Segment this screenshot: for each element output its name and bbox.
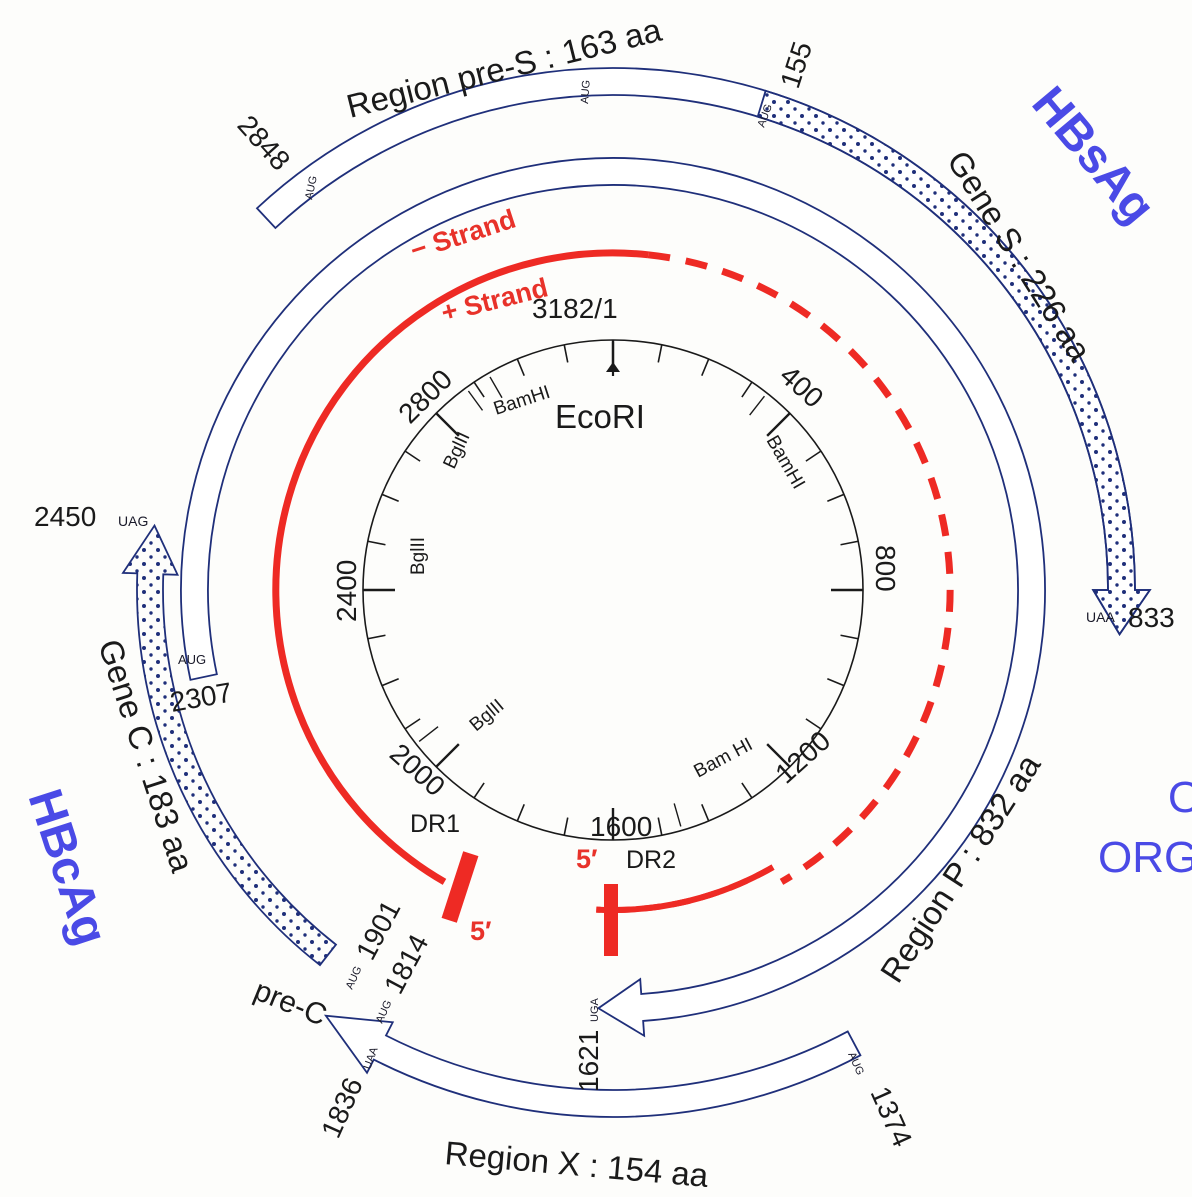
site-bglii-top: BglII xyxy=(439,429,474,472)
scale-tick-800: 800 xyxy=(870,545,901,592)
site-bamhi-top: BamHI xyxy=(491,382,553,420)
bamhi-marker-lower xyxy=(673,803,682,827)
scale-tick xyxy=(741,782,753,799)
gene-s-dotted xyxy=(756,89,1152,636)
scale-tick xyxy=(473,381,485,398)
scale-tick-2000: 2000 xyxy=(384,737,451,802)
five-prime-label-2: 5′ xyxy=(470,916,492,946)
scale-tick xyxy=(766,412,791,437)
gene-c-arrow xyxy=(121,523,338,967)
scale-tick-1200: 1200 xyxy=(769,725,836,790)
scale-tick xyxy=(766,743,791,768)
bglii-marker-top xyxy=(467,390,484,411)
scale-tick-2400: 2400 xyxy=(331,560,362,622)
plus-strand-dashed xyxy=(596,864,775,914)
minus-strand-dashed xyxy=(647,251,954,885)
pos-2307: 2307 xyxy=(168,677,235,718)
codon-uga-1621: UGA xyxy=(589,998,601,1023)
scale-tick xyxy=(840,634,859,640)
gene-s-label: Gene S : 226 aa xyxy=(940,144,1099,368)
scale-tick xyxy=(473,782,485,799)
site-bglii-lower: BglII xyxy=(466,695,509,736)
codon-aug-1901: AUG xyxy=(344,965,365,992)
scale-tick xyxy=(827,678,845,687)
site-bglii-left: BglII xyxy=(408,537,429,575)
codon-aug-2848: AUG xyxy=(303,175,320,201)
scale-tick xyxy=(381,493,399,502)
scale-tick xyxy=(404,450,421,462)
bamhi-marker-right xyxy=(749,395,766,416)
codon-aug-1374: AUG xyxy=(845,1050,866,1077)
scale-origin-label: 3182/1 xyxy=(532,293,618,324)
scale-tick xyxy=(805,718,822,730)
pos-1374: 1374 xyxy=(865,1082,919,1152)
pos-1621: 1621 xyxy=(573,1030,604,1092)
pre-c-label: pre-C xyxy=(249,974,331,1033)
hbcag-label: HBcAg xyxy=(18,783,118,952)
bglii-marker-lower xyxy=(418,726,439,743)
scale-tick xyxy=(516,358,525,376)
dr2-label: DR2 xyxy=(626,846,676,874)
scale-tick xyxy=(381,678,399,687)
scale-tick-1600: 1600 xyxy=(590,811,652,842)
dna-strands xyxy=(272,249,954,956)
scale-tick xyxy=(657,344,663,363)
codon-uag-2450: UAG xyxy=(118,513,148,529)
site-bamhi-right: BamHI xyxy=(762,432,809,493)
scale-tick xyxy=(701,358,710,376)
scale-tick xyxy=(516,804,525,822)
site-ecori: EcoRI xyxy=(555,398,645,435)
dr2-marker xyxy=(604,884,618,956)
ecori-arrowhead xyxy=(606,362,620,372)
scale-tick xyxy=(367,634,386,640)
scale-tick xyxy=(657,817,663,836)
pos-833: 833 xyxy=(1128,602,1175,633)
scale-tick xyxy=(435,412,460,437)
dr1-label: DR1 xyxy=(410,810,460,838)
scale-tick xyxy=(404,718,421,730)
scale-tick xyxy=(435,743,460,768)
scale-ring xyxy=(362,339,864,841)
scale-tick xyxy=(741,381,753,398)
region-p-label: Region P : 832 aa xyxy=(873,747,1048,989)
scale-tick xyxy=(367,540,386,546)
pos-1836: 1836 xyxy=(315,1073,369,1143)
pos-2450: 2450 xyxy=(34,501,96,532)
five-prime-label-1: 5′ xyxy=(576,844,598,874)
scale-tick xyxy=(840,540,859,546)
codon-aug-1814: AUG xyxy=(374,999,395,1026)
minus-strand-solid xyxy=(272,249,649,885)
region-p-arrow xyxy=(180,157,1046,1038)
gene-arrows xyxy=(121,67,1152,1118)
codon-aug-pre-s: AUG xyxy=(579,80,593,105)
codon-uaa-833: UAA xyxy=(1086,609,1115,625)
scale-tick xyxy=(701,804,710,822)
site-bamhi-lower: Bam HI xyxy=(690,734,756,782)
scale-tick xyxy=(563,817,569,836)
scale-tick xyxy=(805,450,822,462)
codon-aug-2307: AUG xyxy=(178,652,206,667)
bamhi-marker-top xyxy=(489,376,503,399)
pos-155: 155 xyxy=(774,38,818,92)
scale-tick xyxy=(563,344,569,363)
dr1-marker xyxy=(441,851,479,923)
pos-2848: 2848 xyxy=(232,109,297,176)
orf-partial-1: O xyxy=(1168,773,1192,822)
region-x-arrow xyxy=(323,1014,862,1118)
region-x-label: Region X : 154 aa xyxy=(443,1134,710,1194)
hbsag-label: HBsAg xyxy=(1022,77,1165,234)
scale-tick-2800: 2800 xyxy=(392,363,458,429)
orf-partial-2: ORG xyxy=(1098,833,1192,882)
scale-tick xyxy=(827,493,845,502)
